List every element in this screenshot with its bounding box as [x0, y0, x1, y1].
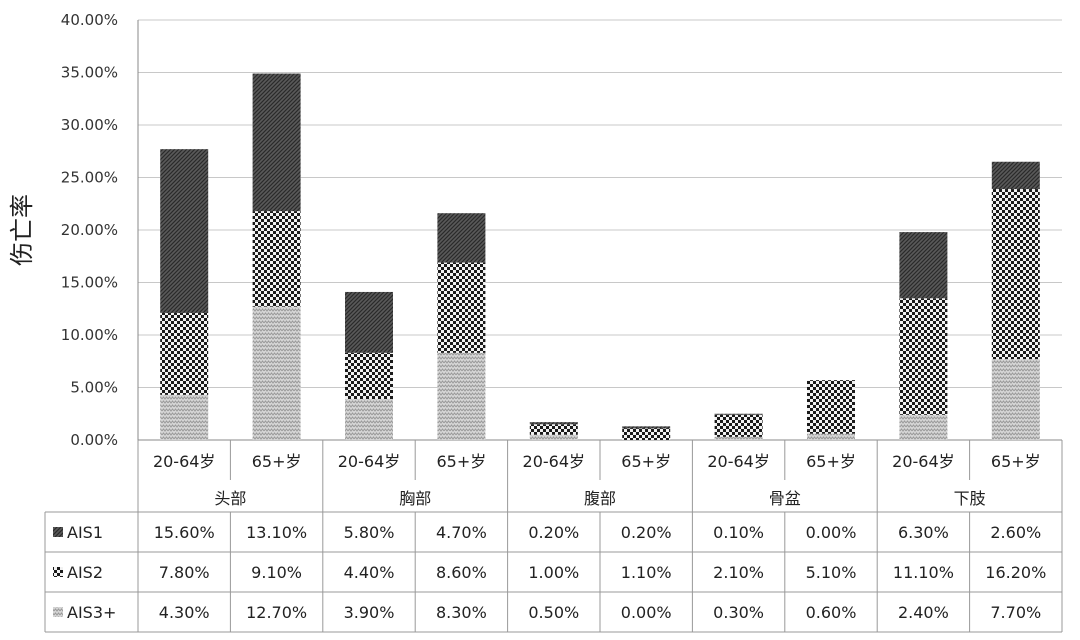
y-tick-label: 20.00% [61, 221, 118, 239]
bar-segment-ais2 [899, 298, 948, 415]
data-label: 5.10% [806, 563, 857, 582]
x-subcategory-label: 20-64岁 [338, 452, 401, 471]
x-subcategory-label: 65+岁 [437, 452, 487, 471]
x-group-label: 头部 [214, 489, 246, 508]
bar-segment-ais1 [899, 232, 948, 299]
data-label: 0.20% [621, 523, 672, 542]
data-label: 4.70% [436, 523, 487, 542]
y-tick-label: 40.00% [61, 11, 118, 29]
data-label: 2.10% [713, 563, 764, 582]
data-label: 7.70% [990, 603, 1041, 622]
data-label: 9.10% [251, 563, 302, 582]
y-tick-label: 5.00% [70, 379, 118, 397]
bar-segment-ais1 [714, 413, 763, 415]
bar-segment-ais2 [622, 428, 671, 440]
y-tick-label: 35.00% [61, 64, 118, 82]
data-table: 20-64岁 65+岁 20-64岁 65+岁 20-64岁 65+岁 20-64岁 65+岁… [44, 440, 1063, 633]
data-label: 0.20% [528, 523, 579, 542]
x-subcategory-label: 65+岁 [991, 452, 1041, 471]
data-label: 4.30% [159, 603, 210, 622]
legend-label: AIS1 [67, 523, 103, 542]
bar-segment-ais1 [252, 73, 301, 212]
x-subcategory-label: 65+岁 [252, 452, 302, 471]
x-subcategory-label: 20-64岁 [153, 452, 216, 471]
data-label: 6.30% [898, 523, 949, 542]
data-label: 1.10% [621, 563, 672, 582]
bar-segment-ais1 [160, 149, 209, 313]
bar-segment-ais1 [622, 426, 671, 429]
legend-swatch-ais2 [53, 567, 63, 577]
bar-segment-ais2 [345, 352, 393, 400]
x-group-label: 胸部 [399, 489, 431, 508]
y-tick-label: 15.00% [61, 274, 118, 292]
bar-segment-ais1 [345, 291, 393, 353]
bar-segment-ais3plus [529, 434, 578, 440]
y-axis-label: 伤亡率 [8, 194, 36, 266]
x-subcategory-label: 20-64岁 [707, 452, 770, 471]
bars [160, 73, 1040, 440]
x-group-label: 下肢 [954, 489, 986, 508]
legend-label: AIS2 [67, 563, 103, 582]
data-label: 16.20% [985, 563, 1046, 582]
bar-segment-ais1 [529, 422, 578, 425]
data-label: 8.60% [436, 563, 487, 582]
data-label: 8.30% [436, 603, 487, 622]
data-label: 2.60% [990, 523, 1041, 542]
bar-segment-ais3plus [899, 414, 948, 440]
data-label: 13.10% [246, 523, 307, 542]
x-subcategory-label: 20-64岁 [523, 452, 586, 471]
bar-segment-ais2 [252, 211, 301, 307]
data-label: 2.40% [898, 603, 949, 622]
data-label: 0.60% [806, 603, 857, 622]
x-subcategory-label: 65+岁 [806, 452, 856, 471]
bar-segment-ais3plus [807, 433, 855, 440]
data-label: 11.10% [893, 563, 954, 582]
data-label: 15.60% [154, 523, 215, 542]
y-axis-ticks: 0.00% 5.00% 10.00% 15.00% 20.00% 25.00% 30.00%… [61, 11, 118, 449]
bar-segment-ais3plus [714, 436, 763, 440]
legend-swatch-ais1 [53, 527, 63, 537]
bar-segment-ais2 [991, 189, 1040, 360]
x-group-label: 骨盆 [769, 489, 801, 508]
data-label: 7.80% [159, 563, 210, 582]
bar-segment-ais1 [437, 213, 486, 263]
y-tick-label: 30.00% [61, 116, 118, 134]
x-subcategory-label: 65+岁 [621, 452, 671, 471]
bar-segment-ais2 [160, 312, 209, 395]
data-label: 0.00% [621, 603, 672, 622]
bar-segment-ais3plus [160, 394, 209, 440]
bar-segment-ais2 [807, 380, 855, 434]
bar-segment-ais2 [529, 424, 578, 435]
bar-segment-ais2 [714, 414, 763, 437]
data-label: 5.80% [344, 523, 395, 542]
bar-segment-ais3plus [991, 359, 1040, 440]
data-label: 0.30% [713, 603, 764, 622]
data-label: 0.00% [806, 523, 857, 542]
data-label: 0.50% [528, 603, 579, 622]
bar-segment-ais3plus [437, 352, 486, 440]
bar-segment-ais1 [991, 161, 1040, 190]
y-tick-label: 25.00% [61, 169, 118, 187]
y-tick-label: 0.00% [70, 431, 118, 449]
x-group-label: 腹部 [584, 489, 616, 508]
data-label: 0.10% [713, 523, 764, 542]
legend-swatch-ais3plus [53, 607, 63, 617]
data-label: 3.90% [344, 603, 395, 622]
bar-segment-ais3plus [345, 399, 393, 440]
bar-segment-ais2 [437, 262, 486, 353]
data-label: 12.70% [246, 603, 307, 622]
data-label: 1.00% [528, 563, 579, 582]
y-tick-label: 10.00% [61, 326, 118, 344]
x-subcategory-label: 20-64岁 [892, 452, 955, 471]
legend-label: AIS3+ [67, 603, 116, 622]
bar-segment-ais3plus [252, 306, 301, 440]
data-label: 4.40% [344, 563, 395, 582]
